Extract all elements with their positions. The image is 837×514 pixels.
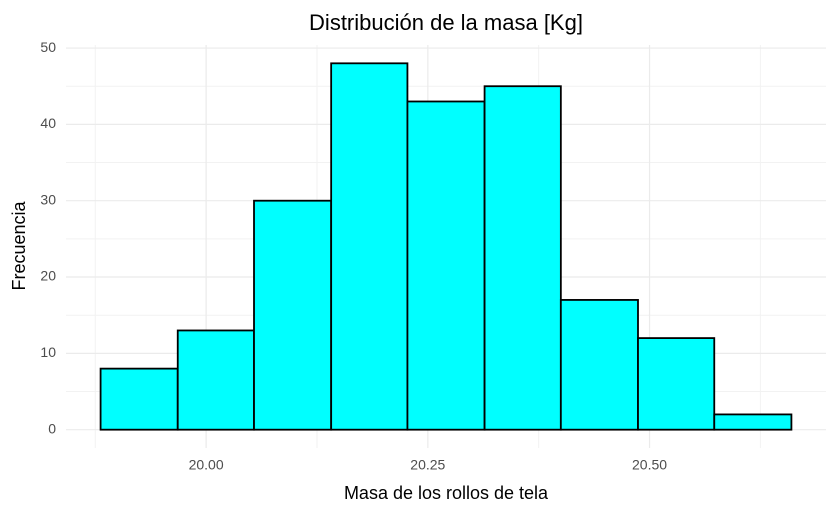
- y-tick-label: 0: [48, 420, 56, 436]
- y-tick-label: 50: [40, 39, 56, 55]
- bar: [406, 100, 486, 431]
- x-tick-label: 20.50: [632, 457, 667, 473]
- x-tick-label: 20.00: [189, 457, 224, 473]
- bar: [637, 337, 716, 431]
- bar: [559, 299, 639, 431]
- y-tick-label: 40: [40, 115, 56, 131]
- x-axis-label: Masa de los rollos de tela: [344, 483, 549, 503]
- bar: [330, 62, 409, 431]
- y-axis-label: Frecuencia: [9, 200, 29, 290]
- bar: [713, 413, 793, 431]
- bar: [483, 85, 562, 431]
- y-tick-label: 30: [40, 191, 56, 207]
- bar: [253, 199, 333, 431]
- chart-title: Distribución de la masa [Kg]: [309, 10, 583, 35]
- x-tick-label: 20.25: [410, 457, 445, 473]
- bar: [99, 367, 179, 431]
- bar: [176, 329, 255, 431]
- y-tick-label: 10: [40, 344, 56, 360]
- y-tick-label: 20: [40, 268, 56, 284]
